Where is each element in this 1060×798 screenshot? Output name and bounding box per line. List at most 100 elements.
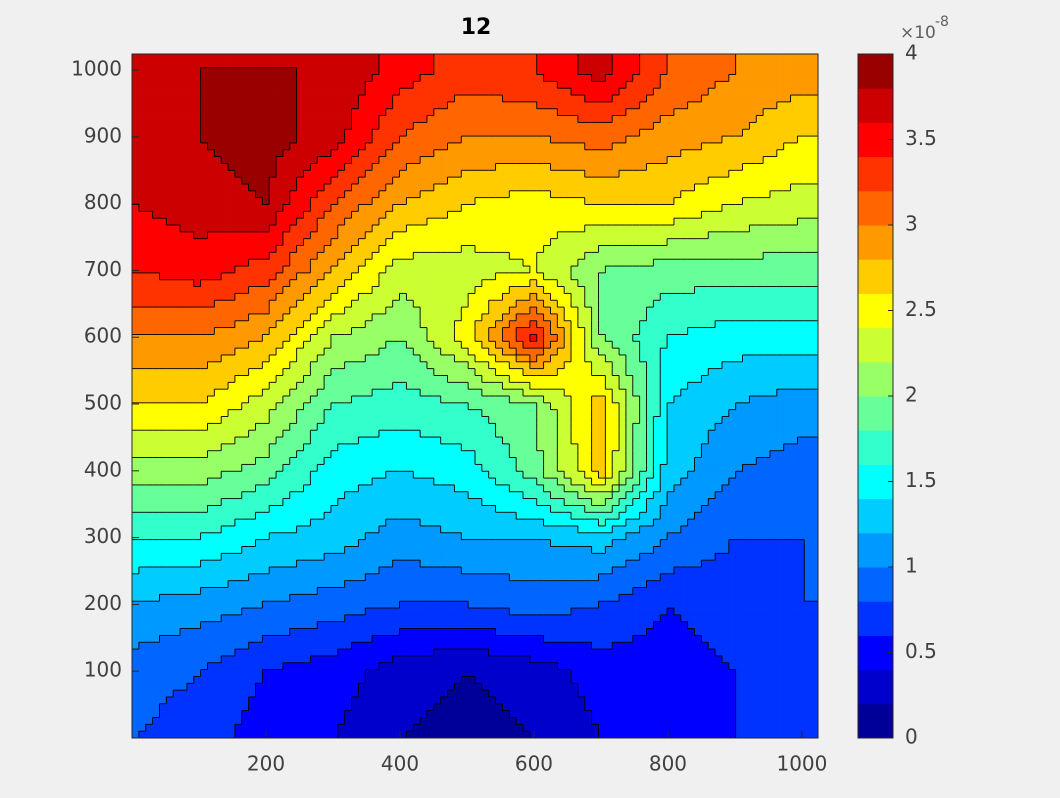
contour-cell xyxy=(811,676,819,684)
contour-cell xyxy=(351,416,359,424)
contour-cell xyxy=(481,457,490,465)
contour-cell xyxy=(337,601,346,609)
contour-cell xyxy=(529,423,538,431)
contour-cell xyxy=(330,484,339,493)
contour-cell xyxy=(282,498,291,506)
contour-cell xyxy=(399,539,407,547)
contour-cell xyxy=(488,416,496,424)
contour-cell xyxy=(221,484,229,493)
contour-cell xyxy=(303,498,311,506)
contour-cell xyxy=(612,484,620,493)
contour-cell xyxy=(523,690,531,698)
contour-cell xyxy=(282,546,291,554)
contour-cell xyxy=(241,443,250,452)
contour-cell xyxy=(612,703,620,712)
contour-cell xyxy=(776,649,785,657)
contour-cell xyxy=(468,525,476,534)
contour-cell xyxy=(207,594,215,602)
contour-cell xyxy=(488,614,496,623)
contour-cell xyxy=(783,491,791,499)
contour-cell xyxy=(687,437,695,445)
contour-cell xyxy=(269,423,277,431)
contour-cell xyxy=(598,614,606,623)
contour-cell xyxy=(214,655,222,664)
contour-cell xyxy=(365,450,373,458)
contour-cell xyxy=(557,539,565,547)
contour-cell xyxy=(646,402,654,411)
contour-cell xyxy=(591,649,599,657)
contour-cell xyxy=(372,491,380,499)
contour-cell xyxy=(152,621,160,629)
contour-cell xyxy=(296,546,304,554)
contour-cell xyxy=(776,450,785,458)
contour-cell xyxy=(564,457,572,465)
contour-cell xyxy=(632,567,641,575)
contour-cell xyxy=(324,443,332,452)
contour-cell xyxy=(639,560,647,568)
contour-cell xyxy=(454,546,462,554)
contour-cell xyxy=(660,525,668,534)
contour-cell xyxy=(454,532,462,541)
contour-cell xyxy=(214,471,222,479)
contour-cell xyxy=(200,443,208,452)
contour-cell xyxy=(248,683,256,691)
contour-cell xyxy=(289,539,298,547)
contour-cell xyxy=(145,532,153,541)
contour-cell xyxy=(564,430,572,438)
contour-cell xyxy=(797,683,805,691)
contour-cell xyxy=(324,642,332,650)
contour-cell xyxy=(180,655,188,664)
contour-cell xyxy=(433,553,442,561)
contour-cell xyxy=(543,669,551,677)
contour-cell xyxy=(330,703,339,712)
contour-cell xyxy=(653,396,661,404)
contour-cell xyxy=(358,525,366,534)
contour-cell xyxy=(282,573,291,582)
contour-cell xyxy=(461,437,469,445)
contour-cell xyxy=(653,430,661,438)
contour-cell xyxy=(461,703,469,712)
contour-cell xyxy=(186,655,195,664)
contour-cell xyxy=(742,443,750,452)
contour-cell xyxy=(694,655,702,664)
contour-cell xyxy=(214,560,222,568)
contour-cell xyxy=(749,402,757,411)
contour-cell xyxy=(509,621,517,629)
contour-cell xyxy=(461,443,469,452)
contour-cell xyxy=(536,512,544,520)
contour-cell xyxy=(296,423,304,431)
contour-cell xyxy=(715,573,723,582)
contour-cell xyxy=(385,710,394,718)
contour-cell xyxy=(475,573,483,582)
contour-cell xyxy=(262,402,270,411)
contour-cell xyxy=(783,416,791,424)
contour-cell xyxy=(612,464,620,472)
contour-cell xyxy=(337,471,346,479)
contour-cell xyxy=(303,430,311,438)
contour-cell xyxy=(653,635,661,643)
contour-cell xyxy=(433,601,442,609)
contour-cell xyxy=(687,484,695,493)
contour-cell xyxy=(475,478,483,486)
contour-cell xyxy=(495,396,503,404)
contour-cell xyxy=(598,505,606,513)
contour-cell xyxy=(351,635,359,643)
contour-cell xyxy=(385,505,394,513)
contour-cell xyxy=(413,567,421,575)
contour-cell xyxy=(413,635,421,643)
contour-cell xyxy=(619,703,627,712)
contour-cell xyxy=(646,478,654,486)
contour-cell xyxy=(687,717,695,725)
contour-cell xyxy=(797,471,805,479)
contour-cell xyxy=(378,628,387,636)
contour-cell xyxy=(426,525,435,534)
contour-cell xyxy=(276,608,284,616)
contour-cell xyxy=(159,567,167,575)
contour-cell xyxy=(413,676,421,684)
contour-cell xyxy=(255,437,263,445)
contour-cell xyxy=(468,471,476,479)
contour-cell xyxy=(317,525,325,534)
contour-cell xyxy=(269,580,277,588)
contour-cell xyxy=(481,724,490,732)
contour-cell xyxy=(406,642,414,650)
